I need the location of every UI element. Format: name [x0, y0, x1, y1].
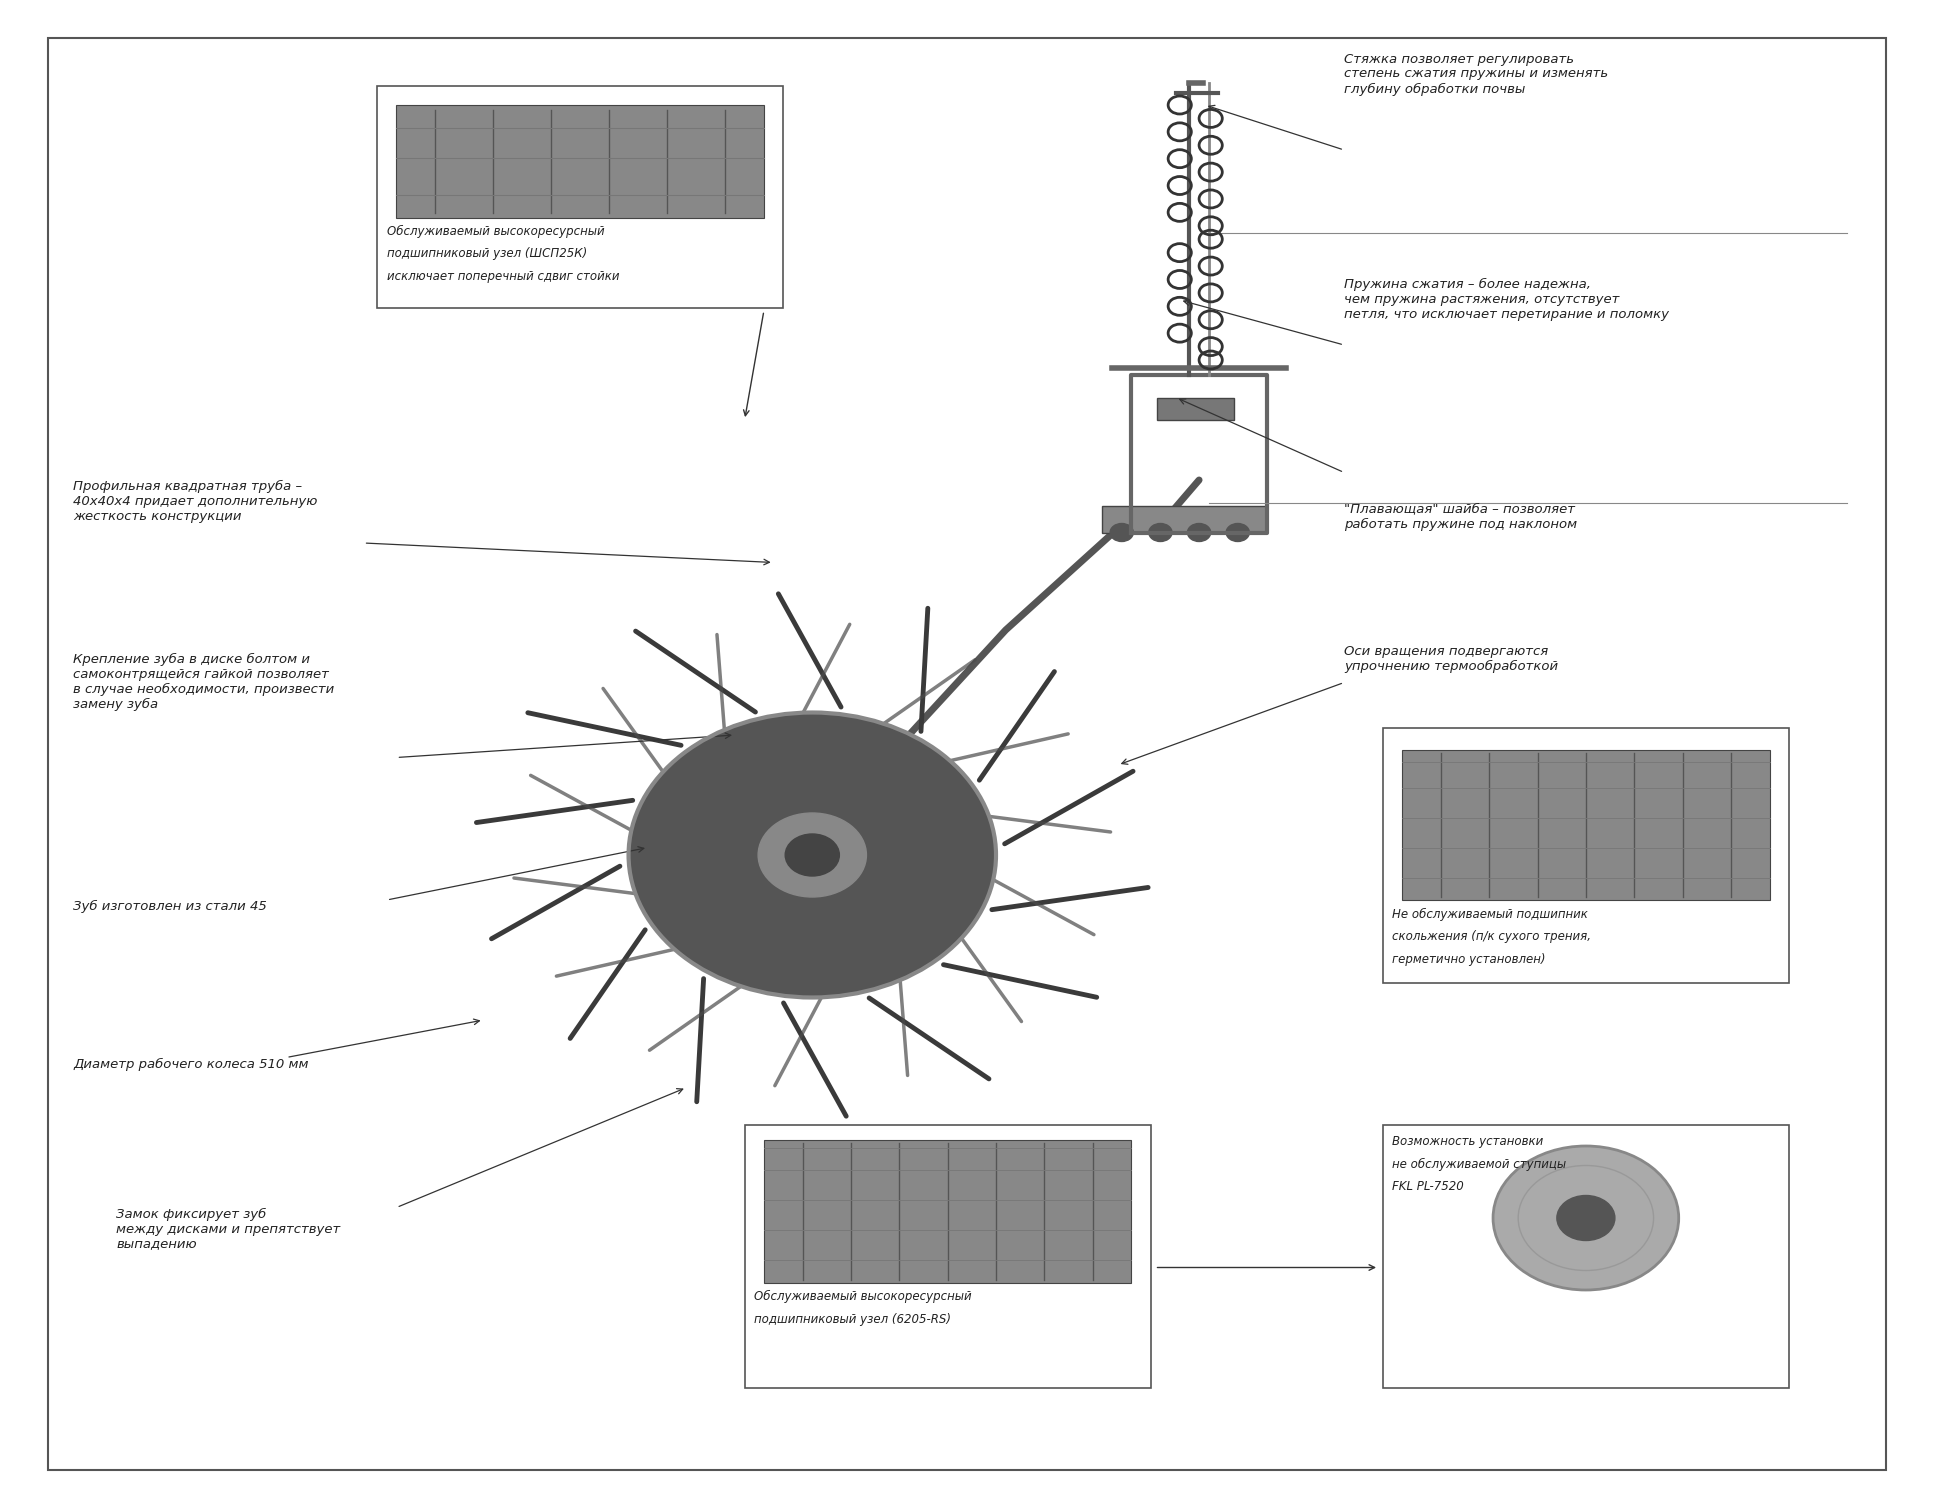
FancyBboxPatch shape [745, 1125, 1151, 1388]
Circle shape [758, 813, 866, 897]
Circle shape [1557, 1196, 1615, 1240]
Bar [764, 1140, 1131, 1282]
Circle shape [1493, 1146, 1679, 1290]
Text: скольжения (п/к сухого трения,: скольжения (п/к сухого трения, [1392, 930, 1592, 944]
Text: Диаметр рабочего колеса 510 мм: Диаметр рабочего колеса 510 мм [73, 1058, 309, 1071]
Text: подшипниковый узел (6205-RS): подшипниковый узел (6205-RS) [754, 1312, 952, 1326]
Text: Обслуживаемый высокоресурсный: Обслуживаемый высокоресурсный [754, 1290, 973, 1304]
Text: "Плавающая" шайба – позволяет
работать пружине под наклоном: "Плавающая" шайба – позволяет работать п… [1344, 503, 1578, 531]
Text: исключает поперечный сдвиг стойки: исключает поперечный сдвиг стойки [387, 270, 619, 284]
Circle shape [629, 712, 996, 998]
Bar [1402, 750, 1770, 900]
Text: Не обслуживаемый подшипник: Не обслуживаемый подшипник [1392, 908, 1588, 921]
Circle shape [1149, 524, 1172, 542]
FancyBboxPatch shape [377, 86, 783, 308]
Text: Возможность установки: Возможность установки [1392, 1136, 1543, 1149]
Text: подшипниковый узел (ШСП25К): подшипниковый узел (ШСП25К) [387, 248, 588, 261]
Text: не обслуживаемой ступицы: не обслуживаемой ступицы [1392, 1158, 1567, 1172]
Circle shape [1187, 524, 1211, 542]
Text: Пружина сжатия – более надежна,
чем пружина растяжения, отсутствует
петля, что и: Пружина сжатия – более надежна, чем пруж… [1344, 278, 1669, 321]
Text: Оси вращения подвергаются
упрочнению термообработкой: Оси вращения подвергаются упрочнению тер… [1344, 645, 1559, 674]
Bar [1102, 506, 1267, 532]
Text: герметично установлен): герметично установлен) [1392, 952, 1545, 966]
Circle shape [785, 834, 839, 876]
Text: Профильная квадратная труба –
40х40х4 придает дополнительную
жесткость конструкц: Профильная квадратная труба – 40х40х4 пр… [73, 480, 317, 524]
Text: FKL PL-7520: FKL PL-7520 [1392, 1180, 1464, 1194]
Text: Стяжка позволяет регулировать
степень сжатия пружины и изменять
глубину обработк: Стяжка позволяет регулировать степень сж… [1344, 53, 1609, 96]
Bar [1157, 398, 1234, 420]
Bar [396, 105, 764, 218]
FancyBboxPatch shape [1383, 728, 1789, 982]
Circle shape [1226, 524, 1249, 542]
Text: Замок фиксирует зуб
между дисками и препятствует
выпадению: Замок фиксирует зуб между дисками и преп… [116, 1208, 340, 1251]
FancyBboxPatch shape [1383, 1125, 1789, 1388]
Circle shape [1110, 524, 1133, 542]
Text: Обслуживаемый высокоресурсный: Обслуживаемый высокоресурсный [387, 225, 605, 238]
Text: Зуб изготовлен из стали 45: Зуб изготовлен из стали 45 [73, 900, 267, 914]
Text: Крепление зуба в диске болтом и
самоконтрящейся гайкой позволяет
в случае необхо: Крепление зуба в диске болтом и самоконт… [73, 652, 335, 711]
